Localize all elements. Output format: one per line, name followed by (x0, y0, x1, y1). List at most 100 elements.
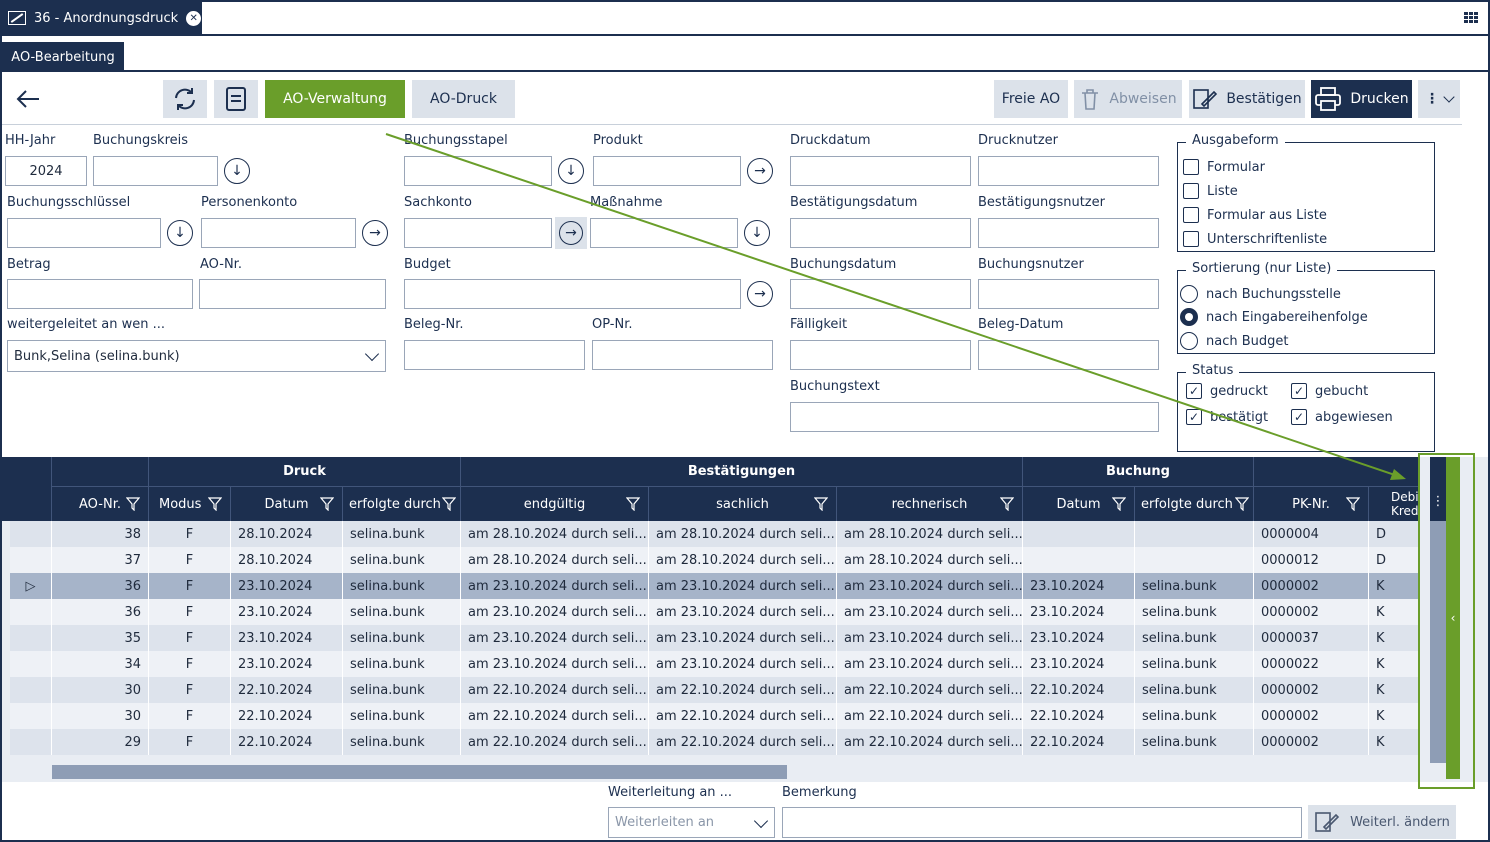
table-row[interactable]: 37 F 28.10.2024 selina.bunk am 28.10.2024 du… (10, 547, 1420, 573)
faelligkeit-input[interactable] (790, 340, 971, 370)
filter-icon[interactable] (1235, 497, 1249, 511)
row-indicator[interactable] (10, 521, 52, 547)
ao-verwaltung-button[interactable]: AO-Verwaltung (265, 80, 405, 118)
row-indicator[interactable] (10, 729, 52, 755)
column-header-ao-nr[interactable]: AO-Nr. (52, 487, 149, 521)
produkt-input[interactable] (593, 156, 741, 186)
row-indicator[interactable] (10, 651, 52, 677)
column-options-button[interactable]: ⋮ (1430, 457, 1446, 521)
refresh-button[interactable] (163, 80, 207, 118)
weiterl-aendern-button[interactable]: Weiterl. ändern (1308, 805, 1456, 839)
horizontal-scrollbar-thumb[interactable] (52, 765, 787, 779)
filter-icon[interactable] (1000, 497, 1014, 511)
buchungsschluessel-lookup-button[interactable]: ↓ (167, 220, 193, 246)
form-button[interactable] (214, 80, 258, 118)
sachkonto-goto-button[interactable]: → (555, 217, 587, 249)
column-header-buchung-durch[interactable]: erfolgte durch (1135, 487, 1254, 521)
status-bestaetigt-checkbox[interactable]: ✓ bestätigt (1186, 409, 1268, 425)
status-gebucht-checkbox[interactable]: ✓ gebucht (1291, 383, 1368, 399)
massnahme-input[interactable] (590, 218, 738, 248)
ao-druck-button[interactable]: AO-Druck (412, 80, 515, 118)
sortierung-buchungsstelle-radio[interactable]: nach Buchungsstelle (1180, 285, 1341, 303)
column-header-debitor[interactable]: Debitor/ Kreditor (1369, 487, 1420, 521)
personenkonto-goto-button[interactable]: → (362, 220, 388, 246)
row-indicator[interactable] (10, 625, 52, 651)
column-header-pk-nr[interactable]: PK-Nr. (1254, 487, 1369, 521)
budget-input[interactable] (404, 279, 741, 309)
weiterleitung-select[interactable]: Weiterleiten an (608, 807, 775, 838)
bestaetigungsnutzer-input[interactable] (978, 218, 1159, 248)
column-header-sachlich[interactable]: sachlich (649, 487, 837, 521)
sachkonto-input[interactable] (404, 218, 552, 248)
table-row[interactable]: 36 F 23.10.2024 selina.bunk am 23.10.2024 du… (10, 599, 1420, 625)
vertical-scrollbar-track[interactable] (1430, 457, 1446, 763)
betrag-input[interactable] (7, 279, 193, 309)
table-row[interactable]: 30 F 22.10.2024 selina.bunk am 22.10.2024 du… (10, 677, 1420, 703)
sortierung-eingabereihenfolge-radio[interactable]: nach Eingabereihenfolge (1180, 308, 1368, 326)
buchungsnutzer-input[interactable] (978, 279, 1159, 309)
freie-ao-button[interactable]: Freie AO (994, 80, 1068, 118)
tab-ao-bearbeitung[interactable]: AO-Bearbeitung (2, 42, 124, 72)
drucken-button[interactable]: Drucken (1311, 80, 1412, 118)
bemerkung-input[interactable] (782, 807, 1302, 838)
beleg-datum-input[interactable] (978, 340, 1159, 370)
grid-menu-icon[interactable] (1464, 12, 1478, 24)
table-row[interactable]: 34 F 23.10.2024 selina.bunk am 23.10.2024 du… (10, 651, 1420, 677)
more-menu-button[interactable]: ⋮ (1418, 80, 1460, 118)
row-indicator[interactable] (10, 703, 52, 729)
back-button[interactable] (8, 80, 48, 118)
op-nr-input[interactable] (592, 340, 773, 370)
personenkonto-input[interactable] (201, 218, 356, 248)
buchungsdatum-input[interactable] (790, 279, 971, 309)
buchungsstapel-input[interactable] (404, 156, 552, 186)
weitergeleitet-select[interactable]: Bunk,Selina (selina.bunk) (7, 340, 386, 372)
filter-icon[interactable] (126, 497, 140, 511)
table-row[interactable]: 35 F 23.10.2024 selina.bunk am 23.10.2024 du… (10, 625, 1420, 651)
buchungskreis-lookup-button[interactable]: ↓ (224, 158, 250, 184)
massnahme-lookup-button[interactable]: ↓ (744, 220, 770, 246)
filter-icon[interactable] (208, 497, 222, 511)
column-header-druck-datum[interactable]: Datum (231, 487, 343, 521)
row-indicator[interactable] (10, 599, 52, 625)
ausgabeform-formular[interactable]: Formular (1183, 159, 1265, 175)
filter-icon[interactable] (1346, 497, 1360, 511)
ausgabeform-unterschriftenliste[interactable]: Unterschriftenliste (1183, 231, 1327, 247)
filter-icon[interactable] (814, 497, 828, 511)
table-row[interactable]: 38 F 28.10.2024 selina.bunk am 28.10.2024 du… (10, 521, 1420, 547)
document-tab[interactable]: 36 - Anordnungsdruck ✕ (2, 2, 202, 34)
hh-jahr-input[interactable]: 2024 (5, 156, 87, 186)
drucknutzer-input[interactable] (978, 156, 1159, 186)
status-gedruckt-checkbox[interactable]: ✓ gedruckt (1186, 383, 1268, 399)
produkt-goto-button[interactable]: → (747, 158, 773, 184)
buchungstext-input[interactable] (790, 402, 1159, 432)
side-panel-toggle[interactable]: ‹ (1446, 457, 1460, 779)
table-row[interactable]: ▷ 36 F 23.10.2024 selina.bunk am 23.10.2024 d… (10, 573, 1420, 599)
column-header-buchung-datum[interactable]: Datum (1023, 487, 1135, 521)
buchungsschluessel-input[interactable] (7, 218, 161, 248)
druckdatum-input[interactable] (790, 156, 971, 186)
abweisen-button[interactable]: Abweisen (1074, 80, 1182, 118)
row-selected-icon[interactable]: ▷ (10, 573, 52, 599)
ausgabeform-liste[interactable]: Liste (1183, 183, 1238, 199)
row-indicator[interactable] (10, 547, 52, 573)
column-header-rechnerisch[interactable]: rechnerisch (837, 487, 1023, 521)
sortierung-budget-radio[interactable]: nach Budget (1180, 332, 1288, 350)
ao-nr-input[interactable] (199, 279, 386, 309)
status-abgewiesen-checkbox[interactable]: ✓ abgewiesen (1291, 409, 1393, 425)
filter-icon[interactable] (320, 497, 334, 511)
column-header-endgueltig[interactable]: endgültig (461, 487, 649, 521)
column-header-modus[interactable]: Modus (149, 487, 231, 521)
row-indicator[interactable] (10, 677, 52, 703)
buchungsstapel-lookup-button[interactable]: ↓ (558, 158, 584, 184)
table-row[interactable]: 29 F 22.10.2024 selina.bunk am 22.10.2024 du… (10, 729, 1420, 755)
filter-icon[interactable] (626, 497, 640, 511)
buchungskreis-input[interactable] (93, 156, 218, 186)
filter-icon[interactable] (1112, 497, 1126, 511)
filter-icon[interactable] (442, 497, 456, 511)
budget-goto-button[interactable]: → (747, 281, 773, 307)
close-icon[interactable]: ✕ (186, 10, 202, 26)
beleg-nr-input[interactable] (404, 340, 585, 370)
bestaetigen-button[interactable]: Bestätigen (1189, 80, 1305, 118)
table-row[interactable]: 30 F 22.10.2024 selina.bunk am 22.10.2024 du… (10, 703, 1420, 729)
bestaetigungsdatum-input[interactable] (790, 218, 971, 248)
